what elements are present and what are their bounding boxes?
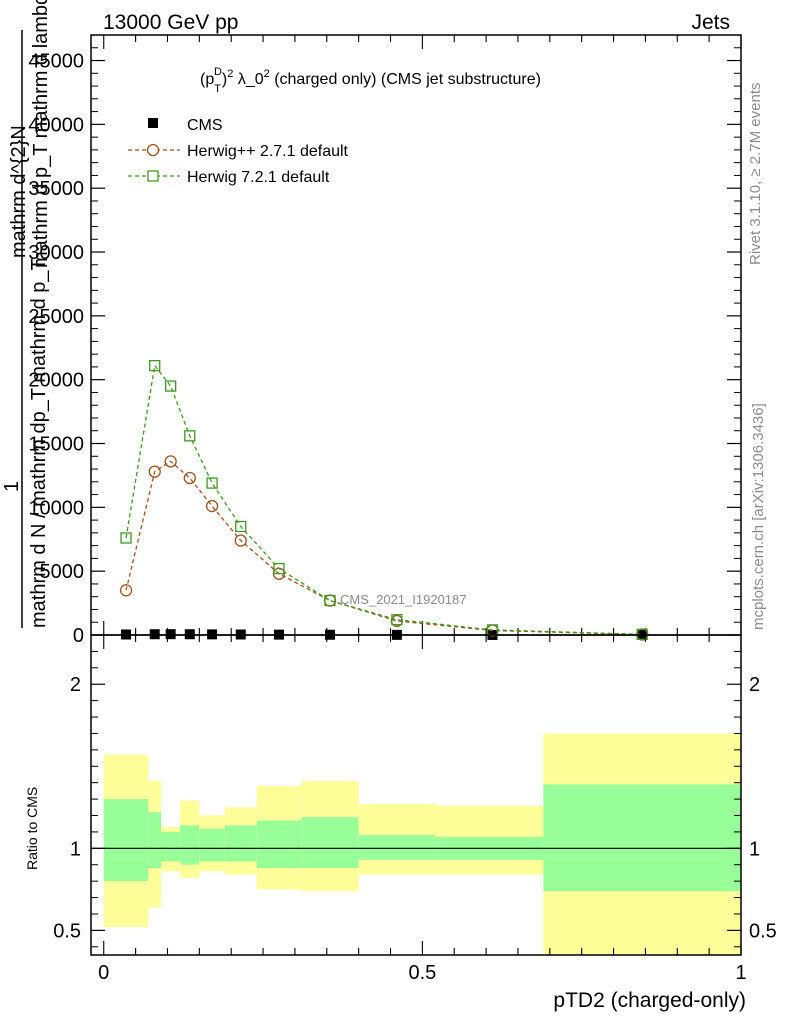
ratio-band-green xyxy=(224,825,257,862)
data-point xyxy=(165,380,177,392)
rivet-label: Rivet 3.1.10, ≥ 2.7M events xyxy=(747,83,764,266)
ratio-x-ticks: 0 0.5 1 xyxy=(98,635,747,984)
legend-label-herwigpp: Herwig++ 2.7.1 default xyxy=(187,143,349,160)
main-y-tick-label: 0 xyxy=(73,625,84,647)
legend: CMS Herwig++ 2.7.1 default Herwig 7.2.1 … xyxy=(128,117,349,186)
ratio-band-green xyxy=(199,828,225,862)
data-point xyxy=(119,584,133,597)
legend-label-herwig7: Herwig 7.2.1 default xyxy=(187,169,330,186)
y-label-line-2: mathrm d p_T mathrm d lambda xyxy=(30,0,52,268)
data-point xyxy=(164,455,177,468)
data-point xyxy=(324,594,336,607)
series-line xyxy=(125,460,643,636)
data-point xyxy=(184,629,195,640)
data-point xyxy=(183,471,196,485)
ratio-y-tick-label-right: 2 xyxy=(749,674,760,696)
data-point xyxy=(273,562,285,575)
main-y-ticks: 0 5000 10000 15000 20000 25000 30000 35000 40000… xyxy=(28,34,741,647)
ratio-y-axis-label: Ratio to CMS xyxy=(24,787,40,870)
ratio-band-green xyxy=(161,831,181,862)
data-point xyxy=(206,477,218,489)
x-axis-label: pTD2 (charged-only) xyxy=(553,989,746,1012)
data-point xyxy=(148,465,161,478)
main-y-tick-label: 5000 xyxy=(40,561,85,583)
ratio-band-green xyxy=(543,784,741,891)
data-point xyxy=(323,594,337,607)
ratio-panel: 0.5 0.51 12 2 0 0.5 1 Ratio to CMS pTD2 (char… xyxy=(24,634,777,1012)
main-y-tick-label: 40000 xyxy=(28,114,84,136)
data-point xyxy=(391,614,403,626)
data-point xyxy=(234,534,247,547)
main-y-tick-label: 20000 xyxy=(28,370,84,392)
data-point xyxy=(165,629,176,640)
legend-marker-herwig7 xyxy=(147,170,159,182)
series-line xyxy=(125,364,643,636)
analysis-watermark: CMS_2021_I1920187 xyxy=(340,592,467,607)
main-y-axis-label: mathrm d^{2}N mathrm d p_T mathrm d lamb… xyxy=(1,0,52,628)
ratio-y-tick-label-right: 0.5 xyxy=(749,920,777,942)
ratio-band-green xyxy=(148,812,162,869)
plot-title: (pTD)2 λ_02 (charged only) (CMS jet subs… xyxy=(200,66,541,95)
main-y-tick-label: 15000 xyxy=(28,434,84,456)
data-point xyxy=(235,520,247,533)
main-y-tick-label: 30000 xyxy=(28,242,84,264)
main-y-tick-label: 25000 xyxy=(28,306,84,328)
main-panel: 0 5000 10000 15000 20000 25000 30000 35000 40000… xyxy=(28,34,742,647)
legend-label-cms: CMS xyxy=(187,117,223,134)
data-point xyxy=(149,629,160,640)
mcplots-label: mcplots.cern.ch [arXiv:1306.3436] xyxy=(750,403,767,630)
legend-marker-herwigpp xyxy=(146,143,160,157)
x-tick-label: 1 xyxy=(735,962,746,984)
data-point xyxy=(184,430,196,442)
data-point xyxy=(149,359,161,372)
y-label-line-1: mathrm d^{2}N xyxy=(8,125,30,258)
series-1 xyxy=(119,455,649,641)
y-label-line-4: mathrm d N / mathrm dp_T mathrm d p_T xyxy=(28,258,50,628)
ratio-y-tick-label: 0.5 xyxy=(53,920,81,942)
ratio-frame xyxy=(90,634,742,956)
ratio-band-green xyxy=(103,799,149,882)
main-x-ticks xyxy=(103,35,742,635)
data-point xyxy=(120,532,132,544)
ratio-bands xyxy=(103,733,741,955)
ratio-band-green xyxy=(180,825,200,865)
ratio-y-tick-label: 1 xyxy=(70,838,81,860)
legend-marker-cms xyxy=(148,118,158,128)
ratio-y-tick-label-right: 1 xyxy=(749,838,760,860)
ratio-band-green xyxy=(256,820,302,869)
main-y-tick-label: 35000 xyxy=(28,178,84,200)
x-tick-label: 0.5 xyxy=(408,962,436,984)
header-left: 13000 GeV pp xyxy=(103,11,238,34)
main-y-tick-label: 10000 xyxy=(28,497,84,519)
data-point xyxy=(205,499,219,513)
ratio-y-tick-label: 2 xyxy=(70,674,81,696)
main-y-tick-label: 45000 xyxy=(28,51,84,73)
ratio-band-green xyxy=(301,817,359,869)
x-tick-label: 0 xyxy=(98,962,109,984)
header-right: Jets xyxy=(691,11,730,34)
ratio-band-green xyxy=(358,835,436,860)
y-label-line-3: 1 xyxy=(1,481,23,492)
ratio-y-ticks: 0.5 0.5 1 1 2 2 xyxy=(53,650,777,948)
